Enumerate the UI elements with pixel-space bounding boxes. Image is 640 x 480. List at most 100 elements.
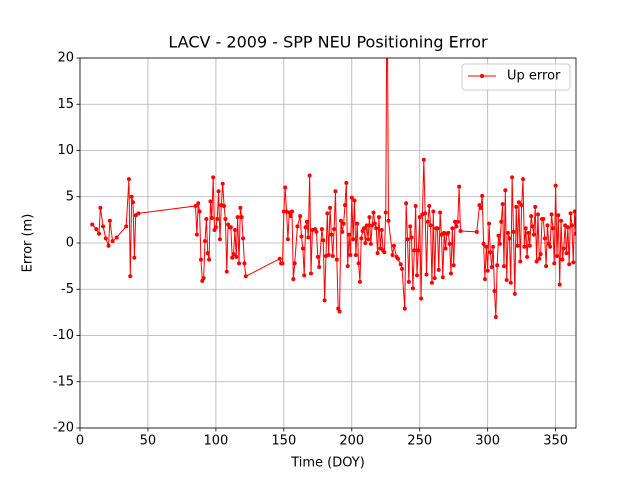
data-point (340, 229, 345, 234)
data-point (332, 227, 337, 232)
data-point (405, 237, 410, 242)
data-point (211, 175, 216, 180)
data-point (395, 256, 400, 261)
data-point (435, 226, 440, 231)
data-point (300, 246, 305, 251)
data-point (231, 252, 236, 257)
data-point (196, 201, 201, 206)
data-point (285, 237, 290, 242)
y-tick-label: -10 (53, 328, 74, 343)
data-point (299, 234, 304, 239)
data-point (423, 211, 428, 216)
data-point (458, 228, 463, 233)
data-point (415, 273, 420, 278)
data-point (90, 222, 95, 227)
data-point (298, 214, 303, 219)
data-point (567, 262, 572, 267)
data-point (236, 261, 241, 266)
data-point (234, 254, 239, 259)
data-point (515, 243, 520, 248)
data-point (217, 237, 222, 242)
data-point (243, 274, 248, 279)
data-point (208, 199, 213, 204)
data-point (545, 223, 550, 228)
data-point (364, 223, 369, 228)
data-point (136, 211, 141, 216)
y-axis-label: Error (m) (21, 214, 36, 273)
data-point (207, 257, 212, 262)
data-point (497, 241, 502, 246)
data-point (98, 205, 103, 210)
data-point (351, 237, 356, 242)
x-tick-label: 200 (339, 434, 364, 449)
data-point (438, 210, 443, 215)
data-point (556, 213, 561, 218)
data-point (457, 184, 462, 189)
data-point (337, 309, 342, 314)
data-point (291, 277, 296, 282)
data-point (107, 218, 112, 223)
data-point (496, 233, 501, 238)
data-point (289, 209, 294, 214)
data-point (548, 244, 553, 249)
data-point (398, 262, 403, 267)
data-point (402, 306, 407, 311)
data-point (363, 241, 368, 245)
data-point (500, 202, 505, 207)
data-point (484, 244, 489, 249)
data-point (129, 194, 134, 199)
data-point (215, 216, 220, 221)
data-point (130, 200, 135, 205)
data-point (443, 246, 448, 251)
data-point (382, 250, 387, 255)
data-point (223, 216, 228, 221)
data-point (197, 209, 202, 214)
x-tick-label: 50 (140, 434, 157, 449)
data-point (410, 286, 415, 291)
y-tick-label: 0 (66, 236, 74, 251)
data-point (124, 224, 129, 229)
data-point (448, 271, 453, 276)
data-point (518, 259, 523, 264)
x-axis-label: Time (DOY) (290, 456, 365, 471)
data-point (531, 232, 536, 237)
data-point (349, 195, 354, 200)
data-point (334, 257, 339, 262)
data-point (569, 223, 574, 228)
data-point (198, 257, 203, 262)
data-point (507, 236, 512, 241)
data-point (348, 253, 353, 258)
data-point (406, 279, 411, 284)
data-point (417, 215, 422, 220)
data-point (280, 261, 285, 266)
data-point (419, 296, 424, 301)
data-point (492, 289, 497, 294)
data-point (317, 265, 322, 270)
data-point (319, 227, 324, 232)
data-point (103, 236, 108, 241)
data-point (508, 280, 513, 285)
data-point (428, 223, 433, 228)
data-point (110, 239, 115, 244)
data-point (304, 219, 309, 224)
data-point (325, 211, 330, 216)
data-point (413, 204, 418, 208)
data-point (295, 224, 300, 229)
data-point (451, 263, 456, 268)
data-point (204, 216, 209, 221)
data-point (503, 188, 508, 193)
data-point (353, 253, 358, 258)
data-point (374, 226, 379, 231)
x-tick-label: 100 (203, 434, 228, 449)
data-point (549, 212, 554, 217)
data-point (97, 231, 102, 236)
y-tick-label: -15 (53, 374, 74, 389)
data-point (487, 221, 492, 226)
data-point (368, 241, 373, 246)
data-point (352, 198, 357, 203)
data-point (321, 238, 326, 243)
data-point (446, 230, 451, 235)
data-point (552, 261, 557, 266)
data-point (288, 214, 293, 219)
data-point (309, 271, 314, 276)
